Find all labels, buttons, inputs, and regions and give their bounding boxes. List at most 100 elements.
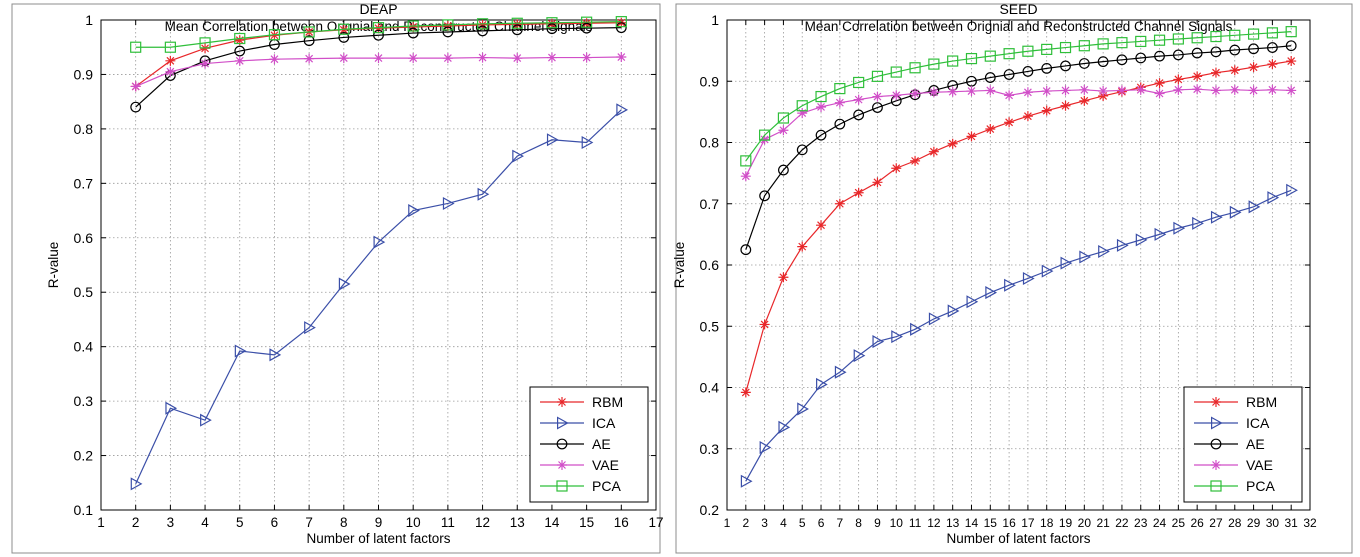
data-point-vae: [985, 85, 996, 96]
legend-label: RBM: [1246, 394, 1277, 410]
data-point-pca: [546, 17, 558, 29]
data-point-pca: [815, 90, 827, 103]
legend-marker-ae: [556, 438, 568, 450]
data-point-ae: [1229, 44, 1241, 56]
data-point-vae: [408, 53, 419, 64]
data-point-ica: [269, 348, 282, 362]
y-tick-label: 0.3: [74, 393, 94, 409]
data-point-ica: [165, 401, 178, 415]
series-line-pca: [745, 31, 1292, 162]
data-point-ae: [1116, 54, 1128, 66]
series-line-ica: [135, 109, 622, 485]
data-point-pca: [1285, 26, 1297, 38]
data-point-vae: [581, 52, 592, 63]
data-point-pca: [511, 17, 523, 29]
data-point-ica: [872, 335, 885, 349]
data-point-ica: [1210, 210, 1223, 224]
data-point-ica: [304, 321, 316, 335]
data-point-pca: [890, 66, 902, 78]
x-tick-label: 29: [1247, 516, 1261, 530]
data-point-pca: [965, 52, 978, 65]
data-point-rbm: [966, 131, 977, 142]
data-point-pca: [476, 18, 489, 30]
data-point-rbm: [477, 19, 488, 30]
x-tick-label: 12: [927, 516, 941, 530]
x-tick-label: 15: [579, 515, 594, 530]
data-point-ica: [581, 135, 594, 150]
data-point-pca: [1229, 29, 1241, 41]
y-axis-label: R-value: [672, 242, 687, 289]
data-point-ica: [1041, 264, 1054, 278]
legend-label: ICA: [1246, 415, 1270, 431]
x-tick-label: 17: [648, 515, 663, 530]
data-point-pca: [984, 50, 996, 62]
x-tick-label: 11: [441, 515, 455, 530]
legend-item-ica: ICA: [1194, 415, 1270, 431]
data-point-ica: [546, 133, 559, 147]
data-point-rbm: [1286, 56, 1297, 67]
legend-marker-rbm: [557, 397, 567, 407]
data-point-vae: [1116, 85, 1127, 96]
data-point-rbm: [740, 387, 751, 398]
data-point-pca: [199, 37, 211, 49]
legend-marker-rbm: [1211, 397, 1221, 407]
data-point-rbm: [512, 19, 523, 30]
series-pca: [130, 16, 627, 53]
data-point-pca: [1022, 45, 1034, 57]
data-point-pca: [796, 100, 808, 112]
data-point-rbm: [947, 138, 958, 149]
data-point-vae: [1192, 84, 1203, 95]
y-tick-label: 0.6: [74, 230, 94, 246]
y-tick-label: 0.7: [74, 175, 94, 191]
data-point-vae: [1004, 90, 1015, 101]
data-point-pca: [338, 23, 350, 35]
data-point-ae: [581, 22, 593, 34]
legend-item-ica: ICA: [540, 415, 616, 431]
x-tick-label: 17: [1021, 516, 1035, 530]
data-point-rbm: [1041, 105, 1052, 116]
data-point-pca: [407, 20, 419, 32]
data-point-rbm: [872, 177, 883, 188]
data-point-ica: [1286, 183, 1298, 197]
data-point-vae: [740, 171, 751, 182]
data-point-rbm: [1248, 62, 1259, 73]
legend-label: AE: [1246, 436, 1265, 452]
legend-label: PCA: [592, 478, 621, 494]
x-tick-label: 1: [97, 515, 105, 530]
legend-marker-vae: [1211, 460, 1221, 470]
data-point-pca: [1247, 28, 1260, 40]
data-point-ica: [740, 474, 753, 488]
x-tick-label: 6: [271, 515, 279, 530]
data-point-pca: [928, 58, 940, 70]
data-point-rbm: [853, 187, 864, 198]
data-point-rbm: [165, 55, 176, 66]
data-point-ica: [910, 322, 922, 336]
x-tick-label: 14: [544, 515, 560, 530]
data-point-ae: [303, 35, 315, 47]
series-line-ae: [745, 45, 1292, 250]
data-point-rbm: [816, 220, 827, 231]
data-point-vae: [834, 97, 845, 108]
data-point-ae: [373, 29, 384, 41]
data-point-ica: [928, 312, 941, 326]
y-tick-label: 0.6: [700, 257, 720, 273]
x-tick-label: 9: [874, 516, 881, 530]
data-point-ae: [511, 24, 523, 36]
data-point-ae: [796, 144, 808, 156]
data-point-pca: [909, 62, 921, 74]
data-point-ica: [616, 103, 629, 117]
data-point-rbm: [910, 155, 921, 166]
data-point-rbm: [759, 319, 770, 330]
x-tick-label: 25: [1172, 516, 1186, 530]
data-point-rbm: [834, 198, 845, 209]
x-tick-label: 18: [1040, 516, 1054, 530]
data-point-ica: [1079, 250, 1092, 264]
y-tick-label: 0.1: [74, 502, 94, 518]
y-tick-label: 0.2: [700, 502, 720, 518]
x-axis-label: Number of latent factors: [306, 531, 450, 546]
data-point-ae: [1041, 62, 1053, 74]
data-point-pca: [234, 32, 246, 45]
x-tick-label: 2: [132, 515, 140, 530]
data-point-ae: [815, 129, 827, 141]
y-axis-label: R-value: [46, 242, 61, 289]
